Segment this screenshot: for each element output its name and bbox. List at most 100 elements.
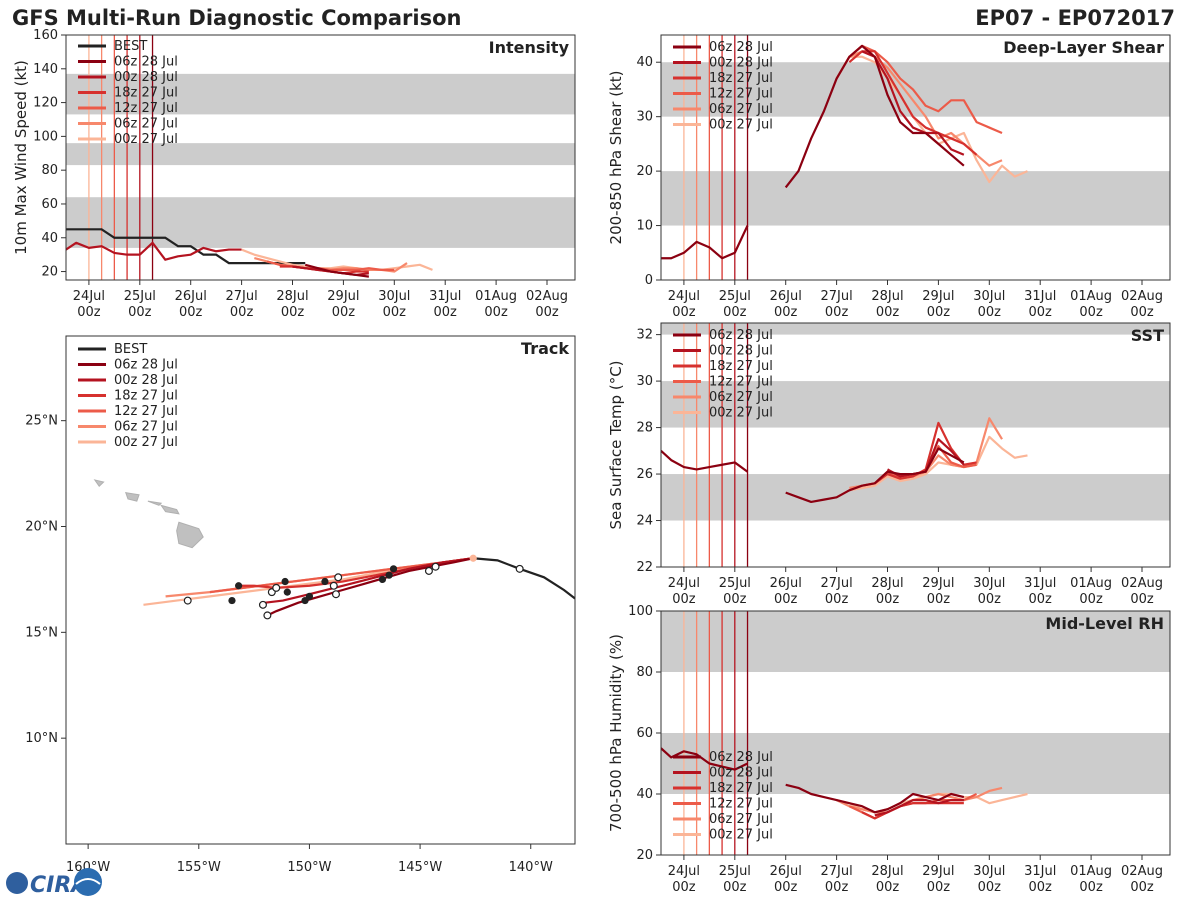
x-tick-label: 02Aug <box>1121 576 1163 591</box>
legend-label: 00z 27 Jul <box>114 132 178 147</box>
legend-label: 12z 27 Jul <box>114 404 178 419</box>
x-tick-label: 29Jul <box>922 864 954 879</box>
y-tick-label: 140 <box>33 62 58 77</box>
x-tick-label: 00z <box>876 305 900 320</box>
y-tick-label: 22 <box>636 560 653 575</box>
legend-label: 06z 27 Jul <box>709 390 773 405</box>
plot-frame <box>65 335 576 845</box>
y-tick-label: 28 <box>636 421 653 436</box>
legend-label: 18z 27 Jul <box>709 781 773 796</box>
track-point-filled <box>321 577 329 586</box>
x-tick-label: 00z <box>281 305 305 320</box>
track-point-filled <box>228 596 236 605</box>
x-tick-label: 00z <box>774 305 798 320</box>
legend-label: 06z 28 Jul <box>709 328 773 343</box>
y-axis-label: 200-850 hPa Shear (kt) <box>607 71 625 245</box>
reference-band <box>66 143 575 166</box>
x-tick-label: 00z <box>978 305 1002 320</box>
legend-label: 06z 28 Jul <box>114 55 178 70</box>
legend-label: 06z 28 Jul <box>709 40 773 55</box>
track-point-open <box>431 562 440 571</box>
x-tick-label: 29Jul <box>922 576 954 591</box>
island-hawaii <box>176 521 204 549</box>
x-tick-label: 24Jul <box>668 576 700 591</box>
legend-label: 00z 27 Jul <box>114 435 178 450</box>
x-tick-label: 00z <box>927 305 951 320</box>
x-tick-label: 00z <box>434 305 458 320</box>
track-point-open <box>329 581 338 590</box>
legend-label: 00z 28 Jul <box>709 766 773 781</box>
track-point-open <box>515 564 524 573</box>
x-tick-label: 28Jul <box>871 864 903 879</box>
x-tick-label: 00z <box>927 592 951 607</box>
x-tick-label: 28Jul <box>871 289 903 304</box>
x-tick-label: 31Jul <box>1024 864 1056 879</box>
x-tick-label: 00z <box>672 880 696 895</box>
x-tick-label: 27Jul <box>820 576 852 591</box>
x-tick-label: 29Jul <box>327 289 359 304</box>
x-tick-label: 01Aug <box>1070 864 1112 879</box>
x-tick-label: 25Jul <box>124 289 156 304</box>
island-maui <box>159 504 180 515</box>
logo-badge-icon <box>74 868 102 896</box>
plot-area <box>66 35 575 280</box>
y-tick-label: 80 <box>41 163 58 178</box>
legend-label: 12z 27 Jul <box>709 375 773 390</box>
y-tick-label: 80 <box>636 665 653 680</box>
x-tick-label: 01Aug <box>475 289 517 304</box>
y-axis-label: 10m Max Wind Speed (kt) <box>12 60 30 255</box>
x-tick-label: 31Jul <box>429 289 461 304</box>
x-tick-label: 00z <box>774 880 798 895</box>
y-tick-label: 0 <box>645 273 653 288</box>
x-tick-label: 00z <box>876 880 900 895</box>
y-tick-label: 40 <box>636 787 653 802</box>
track-panel: 160°W 155°W 150°W 145°W 140°W 10°N 15°N 20°N 25°… <box>25 335 576 875</box>
legend-label: 00z 27 Jul <box>709 406 773 421</box>
x-tick-label: 30Jul <box>378 289 410 304</box>
x-tick-label: 28Jul <box>276 289 308 304</box>
y-tick-label: 10°N <box>25 731 58 746</box>
x-tick-label: 02Aug <box>526 289 568 304</box>
panel-title: Intensity <box>489 38 570 57</box>
series-line <box>304 263 369 278</box>
track-point-open <box>331 590 340 599</box>
x-tick-label: 01Aug <box>1070 576 1112 591</box>
y-tick-label: 25°N <box>25 414 58 429</box>
track-point-open <box>258 600 267 609</box>
panel-title: Track <box>521 339 569 358</box>
y-tick-label: 30 <box>636 110 653 125</box>
legend-label: 06z 27 Jul <box>114 420 178 435</box>
reference-band <box>66 197 575 248</box>
series-line <box>836 435 1028 499</box>
track-point-filled <box>281 577 289 586</box>
x-tick-label: 00z <box>978 592 1002 607</box>
legend-label: 18z 27 Jul <box>709 71 773 86</box>
series-line <box>785 783 965 814</box>
intensity-panel: 2040608010012014016024Jul00z25Jul00z26Ju… <box>12 28 576 320</box>
track-point-open <box>334 573 343 582</box>
track-point-open <box>263 611 272 620</box>
x-tick-label: 00z <box>179 305 203 320</box>
x-tick-label: 00z <box>230 305 254 320</box>
track-point-filled <box>389 565 398 573</box>
series-line <box>861 50 965 156</box>
legend-label: BEST <box>114 39 147 54</box>
reference-band <box>661 323 1170 335</box>
x-tick-label: 26Jul <box>770 576 802 591</box>
x-tick-label: 00z <box>927 880 951 895</box>
x-tick-label: 24Jul <box>73 289 105 304</box>
y-tick-label: 60 <box>636 726 653 741</box>
legend-label: 00z 27 Jul <box>709 828 773 843</box>
x-tick-label: 24Jul <box>668 289 700 304</box>
legend-label: 06z 27 Jul <box>709 102 773 117</box>
legend-label: 12z 27 Jul <box>709 87 773 102</box>
x-tick-label: 02Aug <box>1121 864 1163 879</box>
cira-logo: CIRA <box>6 868 102 898</box>
series-line <box>241 248 433 271</box>
legend-label: 00z 28 Jul <box>114 70 178 85</box>
series-line <box>784 44 965 189</box>
